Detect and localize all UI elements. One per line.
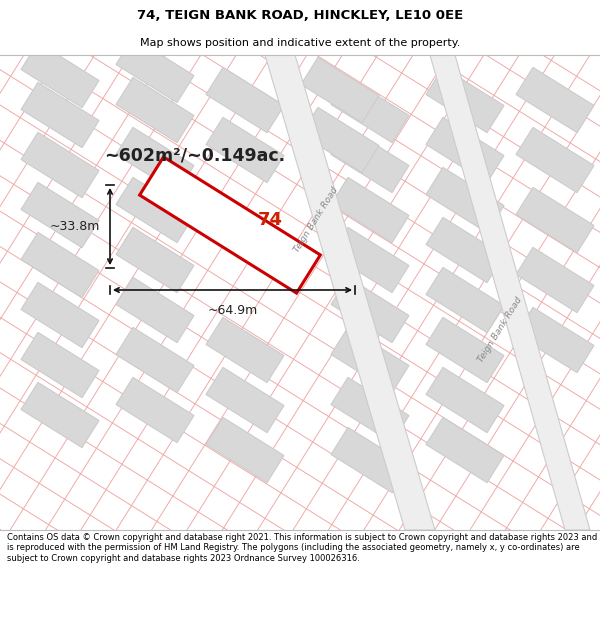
Polygon shape xyxy=(116,378,194,442)
Polygon shape xyxy=(265,55,435,530)
Polygon shape xyxy=(426,168,504,232)
Text: ~602m²/~0.149ac.: ~602m²/~0.149ac. xyxy=(104,146,286,164)
Polygon shape xyxy=(21,82,99,148)
Polygon shape xyxy=(516,248,594,312)
Polygon shape xyxy=(206,118,284,182)
Polygon shape xyxy=(21,332,99,398)
Polygon shape xyxy=(206,318,284,382)
Polygon shape xyxy=(426,68,504,132)
Polygon shape xyxy=(331,228,409,292)
Polygon shape xyxy=(21,42,99,107)
Polygon shape xyxy=(331,328,409,392)
Polygon shape xyxy=(116,328,194,392)
Text: Map shows position and indicative extent of the property.: Map shows position and indicative extent… xyxy=(140,38,460,48)
Polygon shape xyxy=(21,232,99,298)
Polygon shape xyxy=(426,268,504,332)
Polygon shape xyxy=(206,418,284,482)
Text: ~33.8m: ~33.8m xyxy=(50,220,100,233)
Text: ~64.9m: ~64.9m xyxy=(208,304,257,317)
Polygon shape xyxy=(116,177,194,242)
Polygon shape xyxy=(331,278,409,342)
Polygon shape xyxy=(516,308,594,372)
Text: 74, TEIGN BANK ROAD, HINCKLEY, LE10 0EE: 74, TEIGN BANK ROAD, HINCKLEY, LE10 0EE xyxy=(137,9,463,22)
Polygon shape xyxy=(206,368,284,432)
Polygon shape xyxy=(116,228,194,292)
Text: Teign Bank Road: Teign Bank Road xyxy=(476,296,524,364)
Polygon shape xyxy=(331,177,409,242)
Text: 74: 74 xyxy=(257,211,283,229)
Polygon shape xyxy=(140,157,320,293)
Polygon shape xyxy=(301,58,379,122)
Polygon shape xyxy=(516,188,594,253)
Polygon shape xyxy=(116,278,194,342)
Polygon shape xyxy=(301,107,379,172)
Polygon shape xyxy=(331,127,409,192)
Polygon shape xyxy=(331,78,409,142)
Polygon shape xyxy=(116,38,194,102)
Polygon shape xyxy=(21,132,99,198)
Polygon shape xyxy=(516,127,594,192)
Polygon shape xyxy=(426,418,504,482)
Polygon shape xyxy=(206,68,284,132)
Polygon shape xyxy=(430,55,590,530)
Polygon shape xyxy=(331,428,409,493)
Polygon shape xyxy=(21,182,99,248)
Polygon shape xyxy=(516,68,594,132)
Polygon shape xyxy=(21,282,99,348)
Text: Contains OS data © Crown copyright and database right 2021. This information is : Contains OS data © Crown copyright and d… xyxy=(7,533,598,562)
Polygon shape xyxy=(426,368,504,432)
Text: Teign Bank Road: Teign Bank Road xyxy=(292,186,340,254)
Polygon shape xyxy=(21,382,99,448)
Polygon shape xyxy=(426,118,504,182)
Polygon shape xyxy=(116,78,194,142)
Polygon shape xyxy=(331,378,409,442)
Polygon shape xyxy=(426,217,504,282)
Polygon shape xyxy=(426,318,504,382)
Polygon shape xyxy=(116,127,194,192)
